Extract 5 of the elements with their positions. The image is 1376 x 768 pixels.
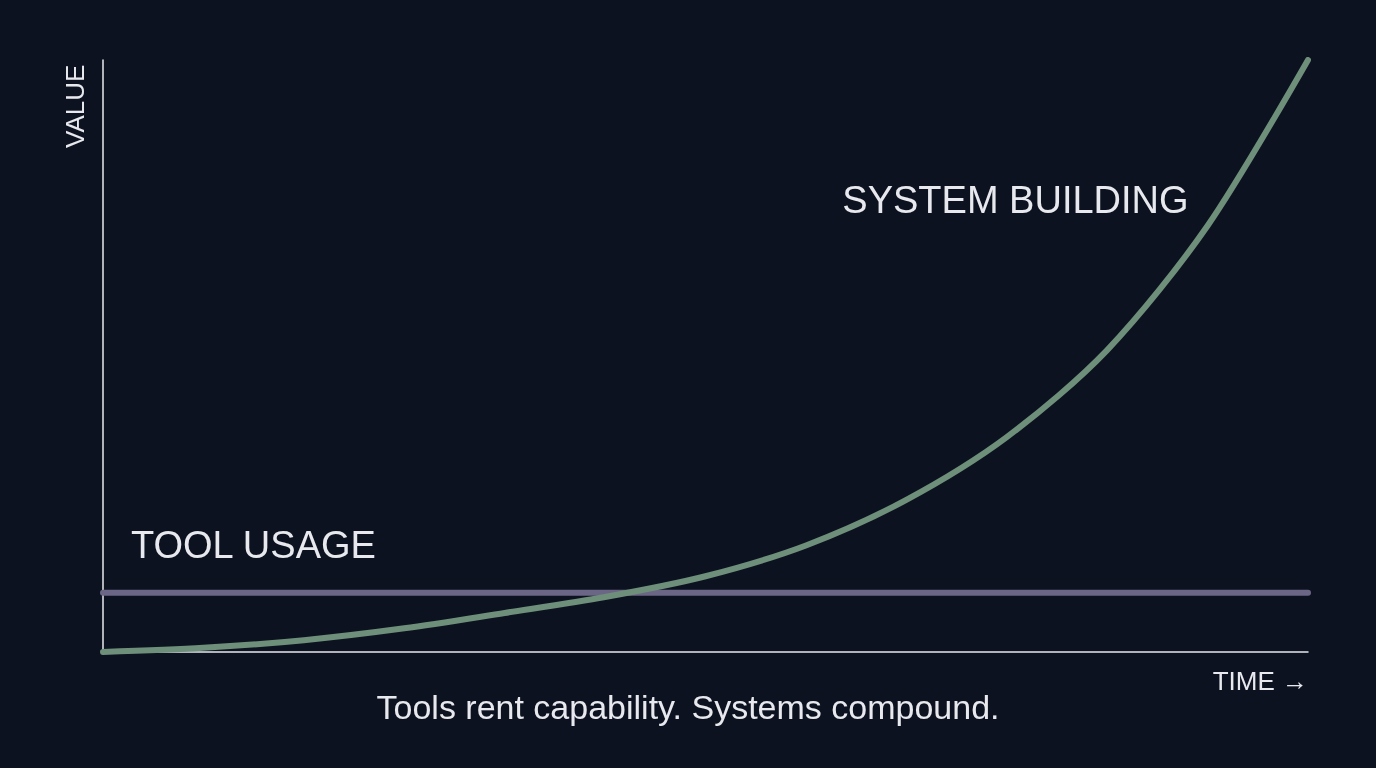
y-axis-title: VALUE <box>60 64 90 148</box>
series-label: SYSTEM BUILDING <box>842 178 1189 221</box>
series-label: TOOL USAGE <box>130 523 376 566</box>
text: Tools rent capability. Systems compound. <box>376 688 1000 726</box>
x-axis-title: TIME → <box>1212 666 1308 696</box>
